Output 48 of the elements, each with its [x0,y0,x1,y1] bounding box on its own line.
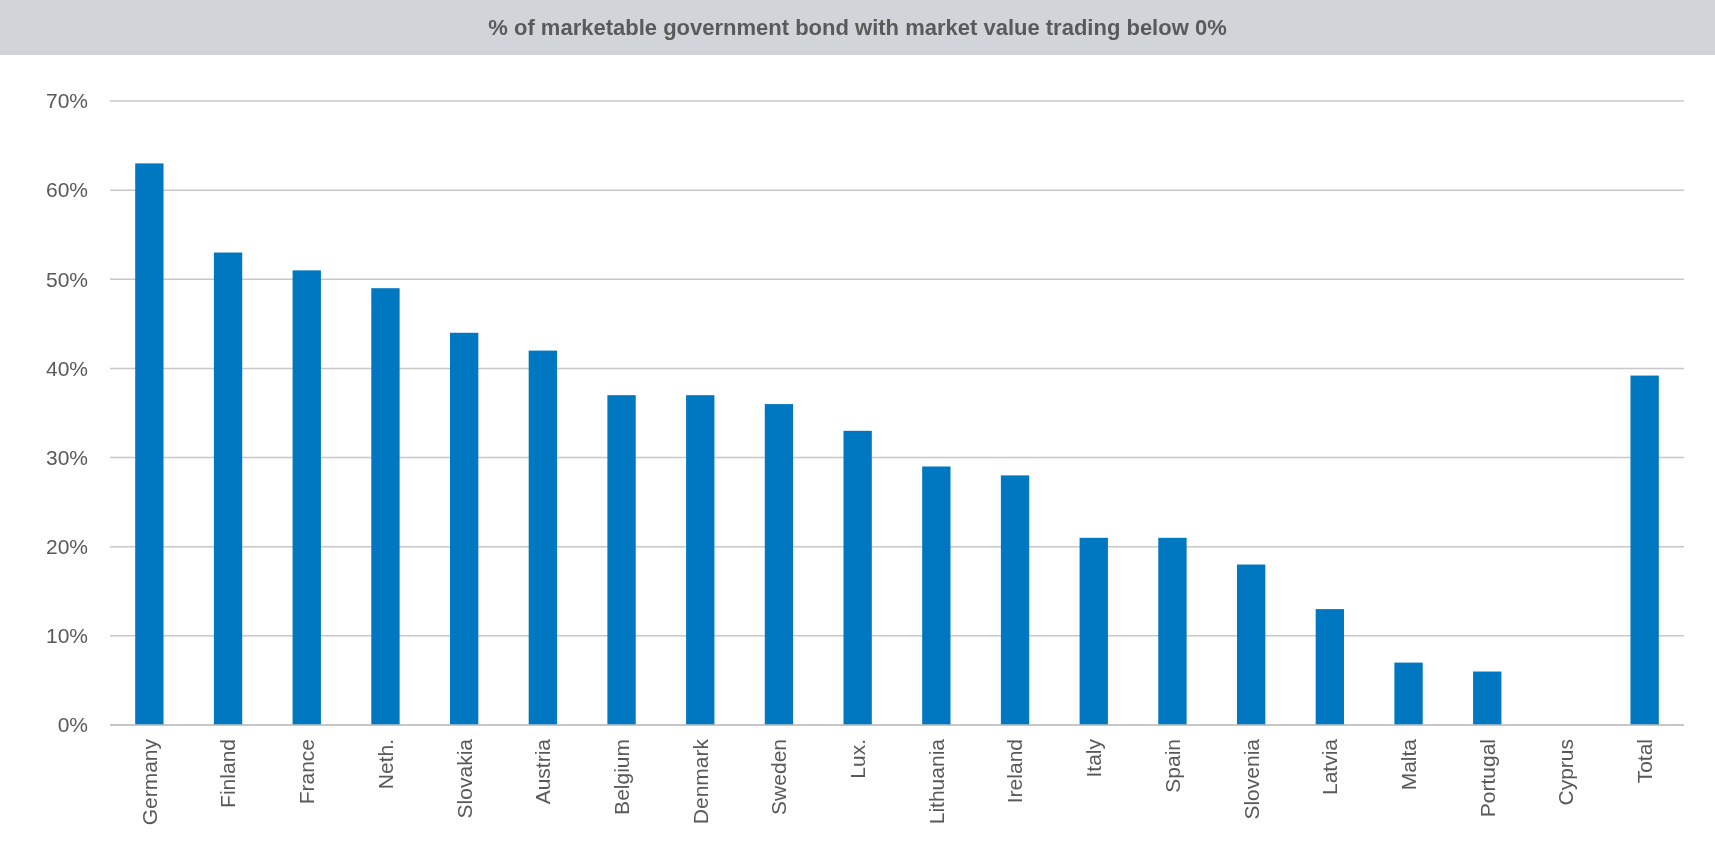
bar [1000,475,1030,725]
bar [1079,537,1108,725]
x-tick-label: Ireland [1003,739,1027,804]
x-tick-label: Cyprus [1554,739,1578,806]
x-tick-label: Portugal [1475,739,1499,818]
bar [922,466,951,725]
bar [1473,671,1502,725]
x-tick-label: Slovenia [1239,738,1263,820]
y-tick-label: 70% [45,89,88,113]
y-tick-label: 50% [45,267,88,291]
chart-title: % of marketable government bond with market value trading below 0% [488,15,1227,40]
bar [1236,564,1266,725]
bar [1158,537,1187,725]
bar [292,270,321,725]
x-tick-label: Slovakia [452,738,476,819]
bar [843,430,872,725]
bar [1630,375,1659,725]
x-tick-label: Spain [1160,739,1184,793]
x-tick-label: Denmark [688,738,712,825]
x-tick-label: Latvia [1318,738,1342,796]
x-tick-label: Sweden [767,739,791,815]
y-tick-label: 30% [45,445,88,469]
x-tick-label: Malta [1396,738,1420,791]
x-tick-label: Neth. [373,739,397,790]
x-tick-label: Total [1633,739,1656,784]
bar [371,288,400,725]
bar [1315,609,1345,725]
x-tick-label: Austria [531,738,555,805]
bar [607,395,636,725]
bar [528,350,558,725]
x-tick-label: Finland [216,739,240,808]
y-tick-label: 60% [45,178,88,202]
x-tick-label: Belgium [609,739,633,815]
x-tick-label: Lithuania [924,738,948,825]
x-tick-label: Germany [137,738,161,826]
bar [764,404,794,725]
x-tick-label: Italy [1082,738,1106,778]
bar [213,252,243,725]
y-tick-label: 40% [45,356,88,380]
bar [135,163,164,725]
y-tick-label: 20% [45,535,88,559]
bar [1394,662,1423,725]
x-tick-label: France [295,739,319,805]
y-tick-label: 10% [45,624,88,648]
y-tick-label: 0% [57,713,88,737]
bar [686,395,715,725]
x-tick-label: Lux. [846,739,869,779]
bar [449,332,479,725]
